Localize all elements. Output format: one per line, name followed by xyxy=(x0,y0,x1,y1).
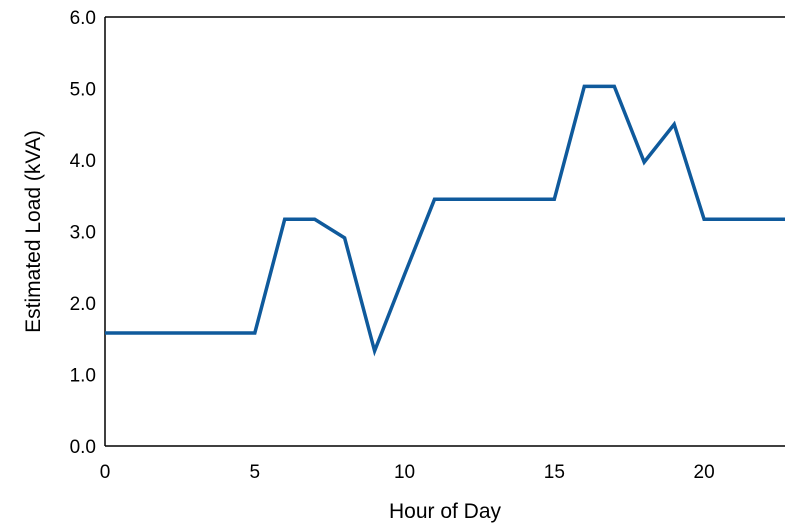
y-axis-ticks: 0.0 1.0 2.0 3.0 4.0 5.0 6.0 xyxy=(70,8,96,458)
y-tick-label: 2.0 xyxy=(70,294,96,315)
x-tick-label: 20 xyxy=(694,462,715,483)
x-axis-ticks: 0 5 10 15 20 xyxy=(100,462,715,483)
series-line xyxy=(105,84,785,357)
x-tick-label: 10 xyxy=(394,462,415,483)
y-tick-label: 4.0 xyxy=(70,151,96,172)
x-tick-label: 0 xyxy=(100,462,111,483)
y-axis-title: Estimated Load (kVA) xyxy=(22,130,45,333)
x-tick-label: 5 xyxy=(249,462,260,483)
x-axis-title: Hour of Day xyxy=(389,500,502,523)
y-tick-label: 5.0 xyxy=(70,80,96,101)
y-tick-label: 0.0 xyxy=(70,437,96,458)
y-tick-label: 6.0 xyxy=(70,8,96,29)
y-tick-label: 1.0 xyxy=(70,366,96,387)
series-layer xyxy=(105,84,785,357)
x-tick-label: 15 xyxy=(544,462,565,483)
plot-area xyxy=(104,16,785,447)
y-tick-label: 3.0 xyxy=(70,223,96,244)
